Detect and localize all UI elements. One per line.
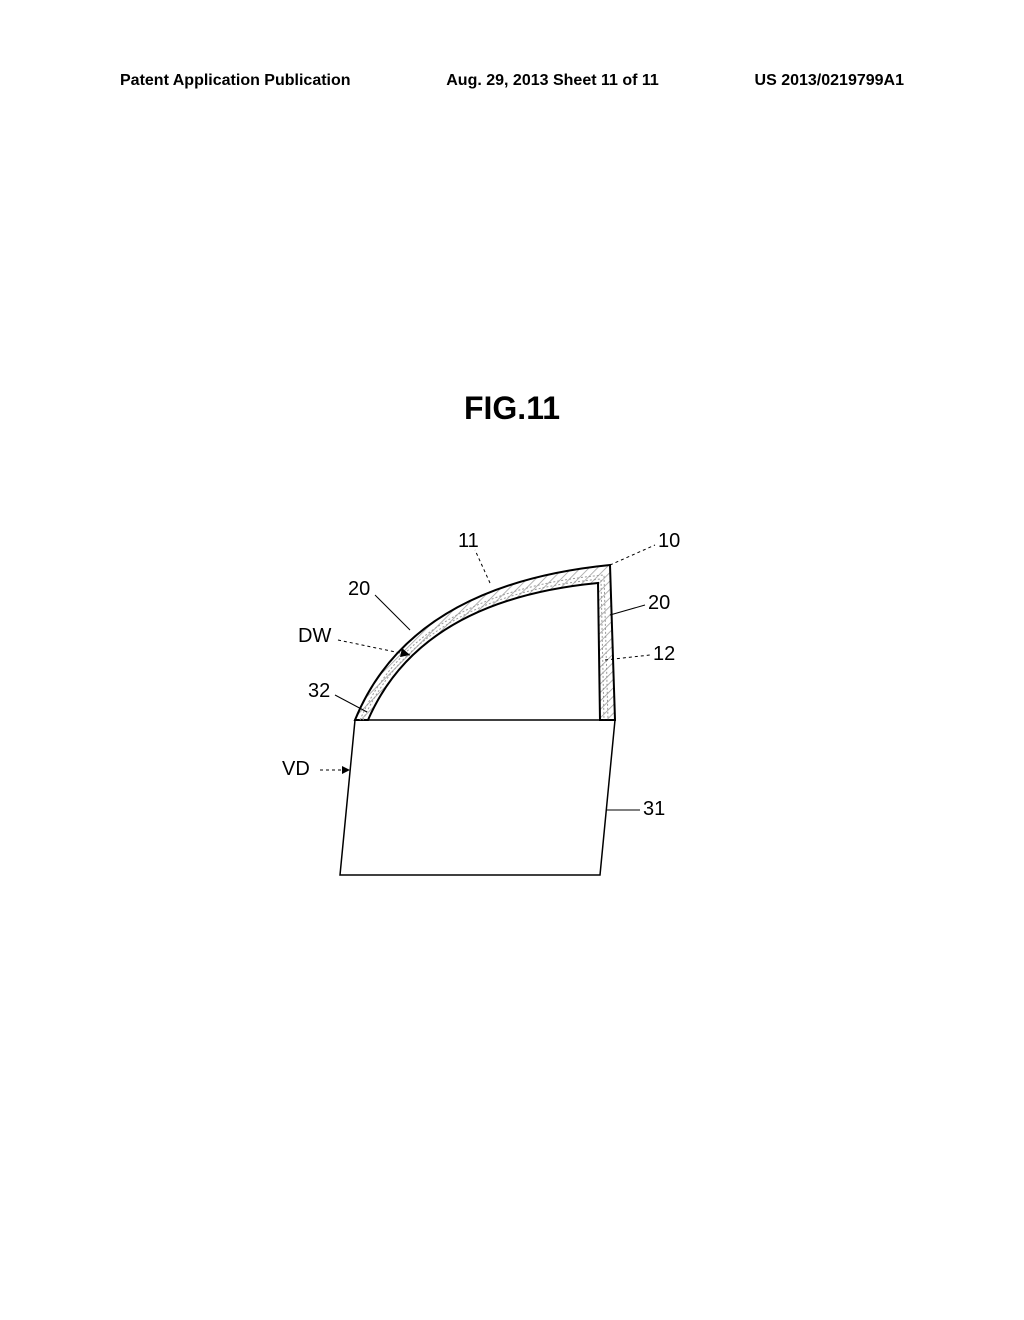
diagram-container: 10 11 20 DW 32 VD 20 12 31 <box>280 520 740 900</box>
figure-label: FIG.11 <box>464 390 560 427</box>
patent-diagram <box>280 520 740 900</box>
label-DW: DW <box>298 625 331 648</box>
leader-DW <box>338 640 410 655</box>
leader-20-left <box>375 595 410 630</box>
label-VD: VD <box>282 758 310 781</box>
leader-11 <box>475 550 490 583</box>
label-12: 12 <box>653 643 675 666</box>
leader-VD-arrow <box>342 766 350 774</box>
label-11: 11 <box>458 530 479 553</box>
header-center: Aug. 29, 2013 Sheet 11 of 11 <box>446 72 659 90</box>
header-right: US 2013/0219799A1 <box>755 72 904 90</box>
leader-20-right <box>610 605 645 615</box>
label-31: 31 <box>643 798 665 821</box>
label-32: 32 <box>308 680 330 703</box>
leader-10 <box>610 545 655 565</box>
label-10: 10 <box>658 530 680 553</box>
door-frame-outer <box>355 565 615 720</box>
page-header: Patent Application Publication Aug. 29, … <box>120 72 904 90</box>
header-left: Patent Application Publication <box>120 72 351 90</box>
label-20b: 20 <box>648 592 670 615</box>
door-panel <box>340 720 615 875</box>
label-20a: 20 <box>348 578 370 601</box>
